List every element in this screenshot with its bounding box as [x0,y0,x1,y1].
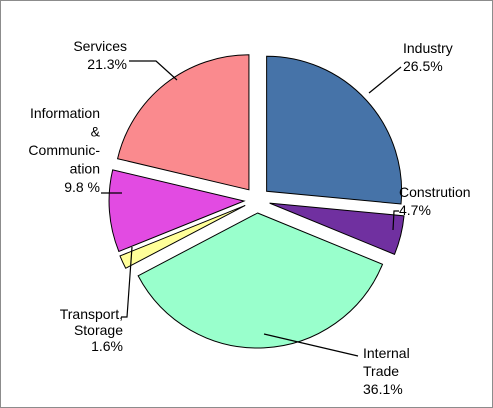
slice-name-services: Services [73,38,127,54]
slice-name-info: ation [70,161,100,177]
slice-label-transport: Transport, Storage 1.6% [60,306,123,354]
leader-line-services [129,60,178,81]
slice-labels: Industry 26.5% Constrution 4.7% Internal Trad… [28,38,470,397]
pie-slice-transport [119,204,246,269]
slice-percent-services: 21.3% [87,56,127,72]
pie-slice-info [108,169,246,253]
slice-label-construction: Constrution 4.7% [399,184,471,218]
slice-name-transport: Storage [74,322,123,338]
slice-label-trade: Internal Trade 36.1% [363,345,410,397]
slice-name-industry: Industry [403,40,453,56]
slice-name-info: & [91,124,101,140]
slice-percent-trade: 36.1% [363,381,403,397]
slice-percent-transport: 1.6% [91,338,123,354]
leader-lines [101,60,402,357]
leader-line-transport [121,246,133,318]
slice-percent-construction: 4.7% [399,202,431,218]
pie-slice-services [116,54,250,191]
slice-name-trade: Internal [363,345,410,361]
pie-slice-industry [266,55,403,205]
leader-line-trade [263,333,359,357]
slice-name-trade: Trade [363,363,399,379]
leader-line-industry [368,66,402,94]
slice-label-industry: Industry 26.5% [403,40,453,74]
slice-name-info: Information [30,105,100,121]
slice-name-transport: Transport, [60,306,123,322]
slice-percent-industry: 26.5% [403,58,443,74]
slice-percent-info: 9.8 % [64,179,100,195]
slice-label-services: Services 21.3% [73,38,127,72]
leader-line-construction [392,210,399,231]
pie-slice-trade [137,212,384,349]
pie-slices [108,54,405,349]
slice-name-info: Communic- [28,142,100,158]
pie-slice-construction [269,202,405,256]
slice-label-info: Information & Communic-ation 9.8 % [28,105,100,195]
slice-name-construction: Constrution [399,184,471,200]
